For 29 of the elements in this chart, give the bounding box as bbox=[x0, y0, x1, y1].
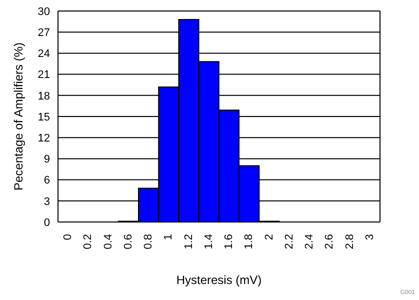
x-tick-label: 1.8 bbox=[243, 234, 256, 250]
x-tick-label: 2.6 bbox=[324, 234, 336, 250]
y-tick-label: 12 bbox=[38, 132, 50, 145]
x-tick-label: 1.4 bbox=[202, 234, 215, 250]
y-tick-label: 9 bbox=[44, 154, 50, 166]
y-tick-label: 18 bbox=[38, 90, 50, 102]
y-tick-label: 24 bbox=[38, 48, 50, 60]
x-tick-label: 2.8 bbox=[344, 234, 356, 250]
x-tick-label: 1.6 bbox=[223, 234, 236, 250]
x-tick-label: 2.2 bbox=[283, 234, 296, 250]
y-tick-label: 0 bbox=[44, 216, 50, 229]
y-tick-label: 21 bbox=[38, 69, 50, 82]
x-tick-label: 0.4 bbox=[102, 234, 114, 250]
x-tick-label: 3 bbox=[364, 234, 376, 240]
y-tick-label: 15 bbox=[38, 111, 50, 124]
x-tick-label: 2 bbox=[263, 234, 276, 240]
y-tick-label: 30 bbox=[38, 6, 50, 18]
x-tick-label: 0 bbox=[62, 234, 74, 240]
x-tick-label: 0.8 bbox=[142, 234, 155, 250]
x-tick-label: 0.2 bbox=[82, 234, 94, 250]
y-tick-label: 6 bbox=[44, 174, 50, 187]
x-tick-label: 1 bbox=[162, 234, 175, 240]
x-tick-label: 2.4 bbox=[304, 234, 316, 250]
y-tick-label: 27 bbox=[38, 27, 50, 40]
y-axis-title: Pecentage of Amplifiers (%) bbox=[11, 42, 26, 191]
x-axis-title: Hysteresis (mV) bbox=[176, 273, 262, 287]
x-tick-label: 1.2 bbox=[182, 234, 195, 250]
y-tick-label: 3 bbox=[44, 196, 50, 208]
x-tick-label: 0.6 bbox=[122, 234, 134, 250]
